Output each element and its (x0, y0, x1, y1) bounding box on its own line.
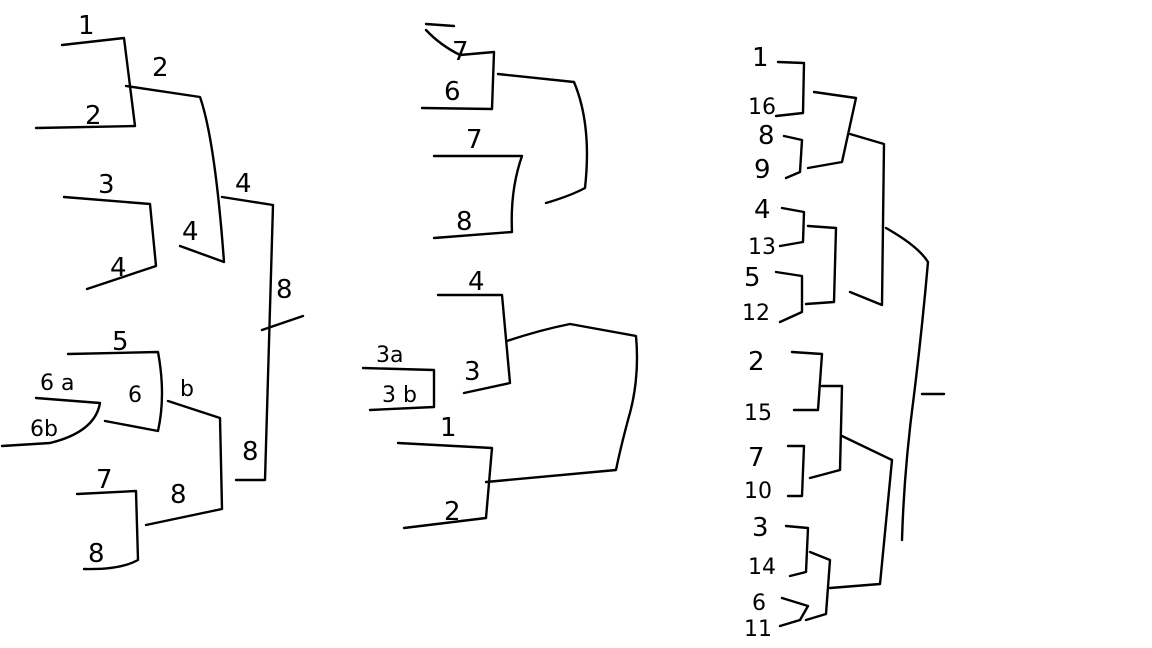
seed-13: 13 (748, 235, 776, 260)
seed-16: 16 (748, 95, 776, 120)
line-r1-5-12 (774, 270, 804, 324)
label-r3-4: 4 (235, 169, 252, 199)
label-1: 1 (78, 11, 95, 41)
line-round2-4 (220, 195, 275, 482)
seed-6: 6 (752, 591, 766, 616)
label-7: 7 (96, 465, 113, 495)
seed-9: 9 (754, 155, 771, 185)
label-6b: 6b (30, 417, 58, 442)
bracket-middle: 7 6 7 8 4 3a 3 b 3 1 2 (361, 22, 639, 530)
line-r2-a (806, 90, 858, 170)
label-r3-8: 8 (242, 437, 259, 467)
label-m2: 2 (444, 497, 461, 527)
label-r2-4: 4 (182, 217, 199, 247)
line-r2-d (804, 550, 832, 622)
seed-3: 3 (752, 513, 769, 543)
seed-11: 11 (744, 617, 772, 642)
label-2: 2 (85, 101, 102, 131)
label-final-8: 8 (276, 275, 293, 305)
label-5: 5 (112, 327, 129, 357)
line-mid-right (496, 72, 589, 205)
line-r1-4-13 (778, 206, 806, 248)
seed-10: 10 (744, 479, 772, 504)
line-r1-6-11 (778, 596, 810, 628)
line-seed-6a (0, 396, 102, 448)
seed-2: 2 (748, 347, 765, 377)
line-r1-8-9 (782, 134, 804, 180)
line-r4 (884, 226, 930, 542)
bracket-left: 1 2 2 3 4 4 4 8 5 6 a 6b 6 b 7 8 8 8 (0, 11, 305, 571)
label-3: 3 (98, 170, 115, 200)
line-r1-1-16 (774, 60, 806, 118)
label-r2-2: 2 (152, 53, 169, 83)
label-r2-6b: b (180, 377, 194, 402)
seed-4: 4 (754, 195, 771, 225)
label-m4: 4 (468, 267, 485, 297)
label-r2-8: 8 (170, 480, 187, 510)
line-r2-b (804, 224, 838, 306)
label-m3a: 3a (376, 343, 403, 368)
label-m3: 3 (464, 357, 481, 387)
line-r2-c (808, 384, 844, 480)
seed-12: 12 (742, 301, 770, 326)
line-r1-2-15 (790, 350, 824, 412)
label-m8: 8 (456, 207, 473, 237)
label-m7: 7 (466, 125, 483, 155)
seed-5: 5 (744, 263, 761, 293)
line-mid-top (420, 22, 496, 111)
line-r3-b (828, 434, 894, 590)
line-mid-78 (432, 154, 524, 240)
line-seed-7 (75, 489, 140, 571)
line-mid-final (484, 322, 639, 484)
seed-14: 14 (748, 555, 776, 580)
line-winner-6 (144, 399, 224, 527)
label-r2-6: 6 (128, 383, 142, 408)
line-winner-2 (124, 84, 226, 264)
line-final-8 (260, 314, 305, 332)
line-seed-1 (34, 36, 137, 130)
line-seed-5 (66, 350, 164, 433)
seed-7: 7 (748, 443, 765, 473)
line-r3-a (848, 132, 886, 307)
line-r1-3-14 (784, 524, 810, 578)
line-r1-7-10 (786, 444, 806, 498)
line-seed-3 (62, 195, 158, 291)
bracket-right: 1 16 8 9 4 13 5 12 2 15 7 10 3 14 6 11 (742, 43, 946, 642)
seed-8: 8 (758, 121, 775, 151)
label-m3b: 3 b (382, 383, 417, 408)
line-mid-3a-3b (361, 366, 436, 412)
line-mid-1-2 (396, 441, 494, 530)
seed-1: 1 (752, 43, 769, 73)
seed-15: 15 (744, 401, 772, 426)
label-m1: 1 (440, 413, 457, 443)
label-m7a: 7 (452, 37, 469, 67)
label-6a: 6 a (40, 371, 74, 396)
label-m6: 6 (444, 77, 461, 107)
label-4: 4 (110, 253, 127, 283)
line-mid-4-3 (436, 293, 512, 395)
label-8: 8 (88, 539, 105, 569)
